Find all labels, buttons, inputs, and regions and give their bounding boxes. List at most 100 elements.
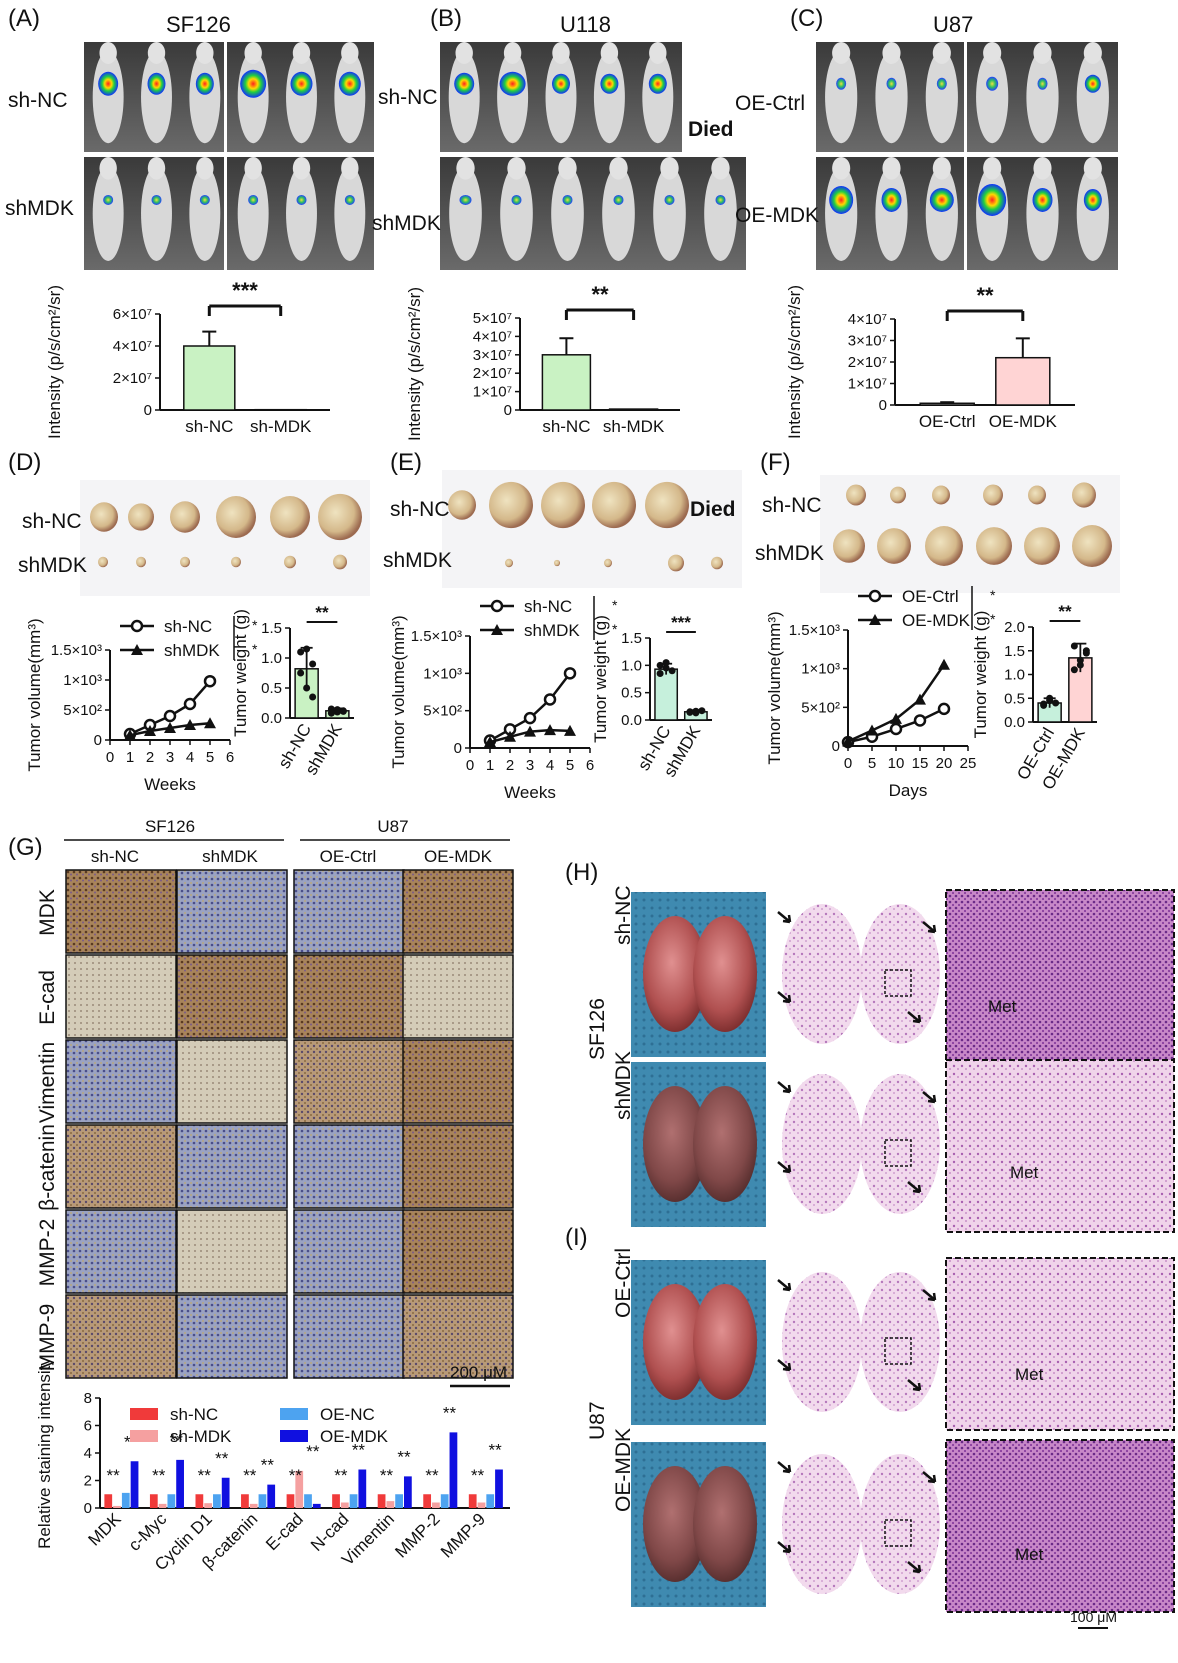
significance-marker: ** (425, 1466, 439, 1485)
tumor (554, 560, 560, 566)
he-zoom-panel (946, 1258, 1174, 1430)
x-axis-label: Days (889, 781, 928, 800)
bar (332, 1494, 340, 1508)
bar (104, 1494, 112, 1508)
he-section (782, 1454, 862, 1594)
he-zoom-panel (946, 1440, 1174, 1612)
tumor (1072, 525, 1112, 567)
he-section (782, 1074, 862, 1214)
significance-marker: ** (261, 1456, 275, 1475)
mouse-head (455, 42, 472, 64)
x-tick-label: 4 (546, 757, 554, 774)
y-tick-label: 2.0 (1004, 619, 1025, 636)
bar (159, 1504, 167, 1508)
x-tick-label: 0 (466, 757, 474, 774)
imaging-divider (224, 42, 227, 152)
tumor (284, 556, 296, 569)
x-tick-label: MMP-2 (391, 1509, 443, 1561)
tumor (592, 482, 636, 528)
x-tick-label: 0 (106, 749, 114, 766)
ihc-tile (294, 1210, 404, 1293)
panel-f-row-label: sh-NC (762, 494, 822, 517)
x-tick-label: 20 (936, 755, 953, 772)
bar (150, 1494, 158, 1508)
ihc-tile (66, 1295, 176, 1378)
bar (341, 1503, 349, 1509)
bar (350, 1494, 358, 1508)
bar (610, 409, 658, 410)
tumor (98, 557, 108, 568)
legend-label: sh-NC (164, 617, 212, 636)
panel-c-row-label: OE-MDK (735, 204, 819, 227)
data-point (866, 725, 878, 736)
panel-g-group: SF126 (145, 817, 195, 836)
bar (213, 1494, 221, 1508)
data-point (1083, 650, 1090, 657)
bioluminescence-signal (563, 195, 573, 205)
panel-h-row-label: sh-NC (612, 885, 635, 945)
mouse-head (552, 42, 569, 64)
data-point (545, 694, 555, 704)
panel-d-row-label: shMDK (18, 554, 87, 577)
arrow-icon (778, 912, 790, 922)
legend-label: sh-NC (524, 597, 572, 616)
panel-a-imaging (84, 42, 374, 270)
panel-c-row-label: OE-Ctrl (735, 92, 805, 115)
legend-label: OE-MDK (320, 1427, 389, 1446)
panel-d-row-label: sh-NC (22, 510, 82, 533)
data-point (165, 711, 175, 721)
y-axis-label: Tumor weight (g) (591, 615, 610, 743)
mouse-head (1084, 157, 1102, 180)
mouse-body (1026, 51, 1058, 143)
panel-a-row-label: shMDK (5, 197, 74, 220)
x-tick-label: 6 (586, 757, 594, 774)
panel-f-row-label: shMDK (755, 542, 824, 565)
mouse-body (449, 51, 480, 143)
mouse-body (875, 166, 907, 261)
data-point (565, 668, 575, 678)
data-point (309, 661, 316, 668)
bar (259, 1494, 267, 1508)
panel-e-died-note: Died (690, 498, 736, 521)
y-axis-label: Tumor weight (g) (231, 609, 250, 737)
bar (395, 1494, 403, 1508)
panel-a-title: SF126 (166, 12, 231, 37)
ihc-tile (177, 1295, 287, 1378)
bar (996, 358, 1050, 405)
ihc-row-label: E-cad (36, 970, 59, 1025)
ihc-tile (66, 1210, 176, 1293)
significance-marker: ** (443, 1403, 457, 1422)
mouse-head (341, 157, 358, 180)
legend-marker (492, 601, 502, 611)
mouse-body (551, 166, 584, 261)
bar (287, 1494, 295, 1508)
y-axis-label: Tumor volume(mm³) (765, 611, 784, 764)
mouse-head (504, 42, 521, 64)
y-tick-label: 1×10⁷ (848, 376, 887, 393)
mouse-head (244, 42, 261, 64)
bioluminescence-signal (345, 195, 355, 205)
ihc-tile (177, 1210, 287, 1293)
y-tick-label: 2×10⁷ (473, 365, 512, 382)
bar (423, 1494, 431, 1508)
mouse-head (196, 157, 213, 180)
legend-marker (132, 621, 142, 631)
y-axis-label: Tumor volume(mm³) (25, 618, 44, 771)
data-point (303, 646, 310, 653)
mouse-body (189, 166, 220, 261)
x-tick-label: 4 (186, 749, 194, 766)
mouse-body (875, 51, 907, 143)
mouse-body (1077, 51, 1109, 143)
x-tick-label: MMP-9 (437, 1509, 489, 1561)
imaging-background (440, 157, 746, 270)
y-tick-label: 4×10⁷ (473, 328, 512, 345)
data-point (915, 715, 925, 725)
data-point (669, 667, 676, 674)
panel-i-group: U87 (586, 1401, 609, 1440)
bar (241, 1494, 249, 1508)
imaging-background (84, 42, 374, 152)
bioluminescence-signal (930, 188, 954, 212)
data-point (303, 685, 310, 692)
